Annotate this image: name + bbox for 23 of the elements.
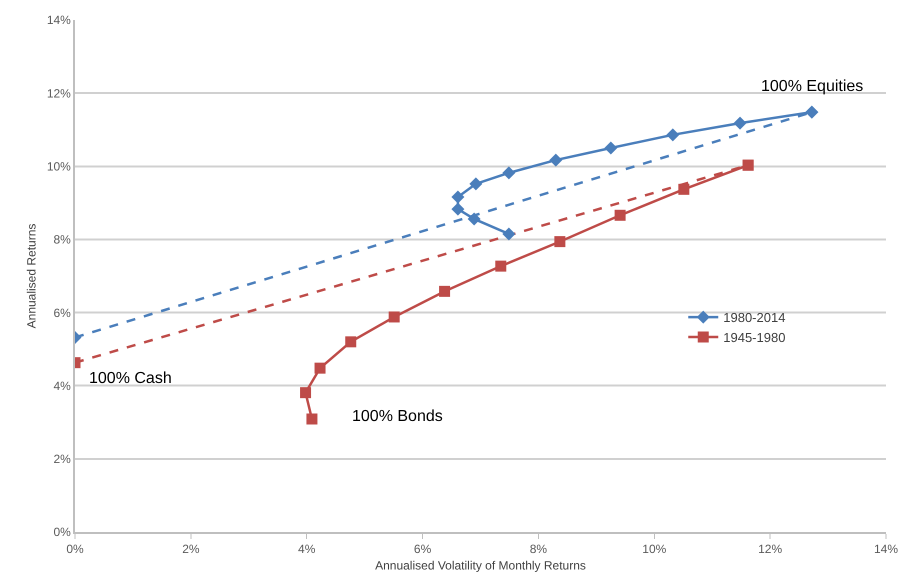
x-tick-label: 14% <box>874 542 898 556</box>
x-tick-label: 10% <box>642 542 667 556</box>
y-tick-label: 2% <box>54 452 72 466</box>
y-tick-label: 8% <box>54 232 72 247</box>
y-axis-title: Annualised Returns <box>24 224 39 328</box>
y-tick-label: 14% <box>46 13 72 28</box>
y-tick-label: 10% <box>46 159 72 174</box>
x-tick-label: 4% <box>298 542 316 556</box>
annotation: 100% Bonds <box>352 408 443 425</box>
y-tick-label: 12% <box>46 86 72 100</box>
x-tick-label: 2% <box>182 542 200 556</box>
legend-label: 1980-2014 <box>723 310 786 326</box>
annotation: 100% Equities <box>761 78 864 95</box>
x-tick-label: 6% <box>414 542 432 556</box>
x-axis-title: Annualised Volatility of Monthly Returns <box>375 558 586 573</box>
x-tick-label: 12% <box>758 542 782 556</box>
y-tick-label: 6% <box>54 306 72 320</box>
legend-label: 1945-1980 <box>723 330 786 346</box>
y-tick-label: 4% <box>54 378 72 393</box>
annotation: 100% Cash <box>89 370 172 387</box>
x-tick-label: 8% <box>530 542 548 556</box>
x-tick-label: 0% <box>66 542 84 556</box>
y-tick-label: 0% <box>54 525 72 540</box>
